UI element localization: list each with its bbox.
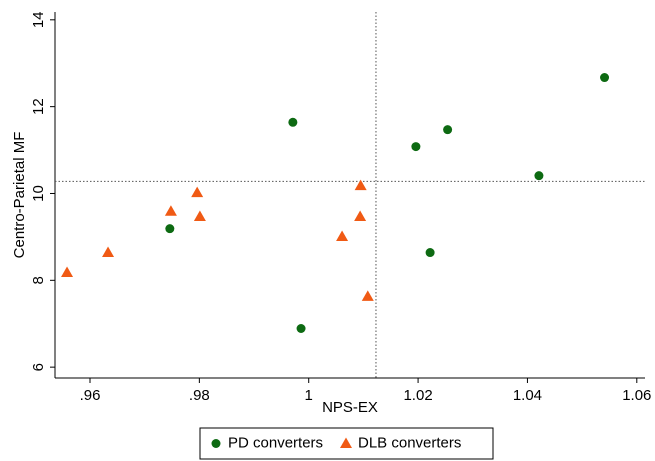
point xyxy=(425,248,435,258)
x-tick-label: .96 xyxy=(80,387,101,404)
legend-marker xyxy=(340,437,352,448)
point xyxy=(361,290,374,301)
y-tick-label: 14 xyxy=(30,11,47,28)
legend-label: PD converters xyxy=(228,434,323,451)
point xyxy=(354,179,367,191)
point xyxy=(534,171,544,181)
x-tick-label: 1.06 xyxy=(622,387,651,404)
point xyxy=(296,324,306,334)
y-tick-label: 6 xyxy=(30,363,47,371)
x-axis-label: NPS-EX xyxy=(322,399,378,416)
point xyxy=(164,205,177,216)
legend-label: DLB converters xyxy=(358,434,461,451)
point xyxy=(191,186,204,198)
point xyxy=(354,210,367,221)
x-tick-label: 1 xyxy=(305,387,313,404)
point xyxy=(193,210,206,221)
y-tick-label: 8 xyxy=(30,276,47,284)
point xyxy=(288,117,298,127)
x-tick-label: 1.04 xyxy=(513,387,542,404)
point xyxy=(336,230,349,241)
x-tick-label: .98 xyxy=(189,387,210,404)
y-axis-label: Centro-Parietal MF xyxy=(11,132,28,259)
point xyxy=(102,246,115,258)
y-tick-label: 10 xyxy=(30,185,47,202)
point xyxy=(411,142,421,152)
point xyxy=(443,125,453,135)
y-tick-label: 12 xyxy=(30,98,47,115)
x-tick-label: 1.02 xyxy=(403,387,432,404)
point xyxy=(61,266,74,277)
point xyxy=(165,224,175,234)
legend-marker xyxy=(211,439,221,448)
point xyxy=(600,73,610,83)
